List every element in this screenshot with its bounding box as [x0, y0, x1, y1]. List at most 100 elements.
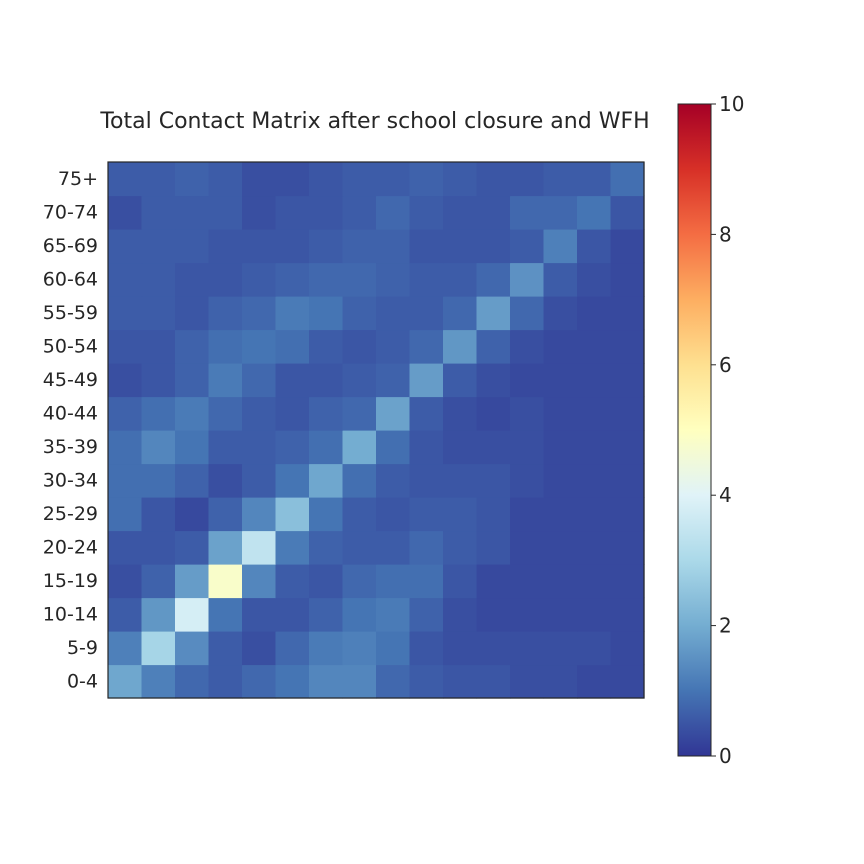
heatmap-cell [108, 329, 143, 364]
heatmap-cell [376, 463, 411, 498]
heatmap-cell [443, 195, 478, 230]
heatmap-cell [543, 296, 578, 331]
heatmap-cell [376, 195, 411, 230]
heatmap-cell [108, 229, 143, 264]
heatmap-cell [409, 497, 444, 532]
heatmap-cell [543, 162, 578, 197]
heatmap-cell [476, 664, 511, 699]
heatmap-cell [476, 162, 511, 197]
heatmap-cell [610, 195, 645, 230]
heatmap-cell [108, 664, 143, 699]
heatmap-cell [476, 229, 511, 264]
y-tick-label: 50-54 [43, 335, 98, 357]
heatmap-cell [476, 597, 511, 632]
heatmap-cell [208, 262, 243, 297]
heatmap-cell [208, 430, 243, 465]
y-tick-label: 20-24 [43, 536, 98, 558]
heatmap-cell [342, 195, 377, 230]
heatmap-cell [510, 664, 545, 699]
heatmap-cell [242, 463, 277, 498]
colorbar-tick-label: 10 [719, 92, 744, 116]
plot-frame [107, 161, 645, 699]
heatmap-cell [610, 497, 645, 532]
heatmap-cell [342, 363, 377, 398]
y-tick-label: 70-74 [43, 201, 98, 223]
heatmap-cell [275, 195, 310, 230]
heatmap-cell [577, 396, 612, 431]
heatmap-cell [443, 296, 478, 331]
y-tick-label: 5-9 [67, 637, 98, 659]
heatmap-cell [342, 329, 377, 364]
heatmap-cell [443, 463, 478, 498]
heatmap-cell [141, 329, 176, 364]
heatmap-cell [610, 396, 645, 431]
heatmap-cell [141, 296, 176, 331]
heatmap-cell [543, 631, 578, 666]
heatmap-cell [476, 329, 511, 364]
heatmap-cell [376, 396, 411, 431]
heatmap-cell [242, 631, 277, 666]
heatmap-cell [175, 430, 210, 465]
heatmap-cell [510, 229, 545, 264]
heatmap-cell [175, 329, 210, 364]
colorbar-tick-label: 4 [719, 483, 732, 507]
heatmap-cell [208, 463, 243, 498]
heatmap-cell [577, 229, 612, 264]
heatmap-cell [577, 530, 612, 565]
heatmap-cell [476, 564, 511, 599]
heatmap-cell [510, 430, 545, 465]
heatmap-cell [108, 262, 143, 297]
heatmap-cell [443, 329, 478, 364]
heatmap-cell [577, 329, 612, 364]
heatmap-cell [476, 463, 511, 498]
y-tick-label: 15-19 [43, 570, 98, 592]
heatmap-cell [577, 430, 612, 465]
heatmap-cell [476, 497, 511, 532]
heatmap-cell [543, 396, 578, 431]
heatmap-cell [208, 229, 243, 264]
heatmap-cell [175, 262, 210, 297]
heatmap-cell [409, 530, 444, 565]
heatmap-cell [141, 631, 176, 666]
heatmap-cell [175, 564, 210, 599]
heatmap-cell [208, 296, 243, 331]
heatmap-cell [510, 597, 545, 632]
heatmap-cell [342, 664, 377, 699]
heatmap-cell [275, 296, 310, 331]
heatmap-cell [141, 262, 176, 297]
heatmap-cell [577, 363, 612, 398]
heatmap-cell [141, 463, 176, 498]
heatmap-cell [175, 530, 210, 565]
heatmap-cell [309, 396, 344, 431]
heatmap-cell [577, 664, 612, 699]
heatmap-cell [275, 664, 310, 699]
heatmap-cell [309, 564, 344, 599]
heatmap-cell [175, 229, 210, 264]
heatmap-cell [342, 162, 377, 197]
heatmap-cell [342, 229, 377, 264]
heatmap-cell [275, 497, 310, 532]
heatmap-cell [141, 396, 176, 431]
heatmap-cell [275, 162, 310, 197]
y-tick-label: 75+ [58, 168, 98, 190]
heatmap-cell [208, 497, 243, 532]
heatmap-cell [610, 664, 645, 699]
heatmap-cell [208, 631, 243, 666]
heatmap-cell [610, 296, 645, 331]
heatmap-cell [309, 664, 344, 699]
heatmap-cell [108, 631, 143, 666]
heatmap-cell [409, 329, 444, 364]
heatmap-cell [409, 664, 444, 699]
heatmap-cell [342, 597, 377, 632]
heatmap-cell [275, 430, 310, 465]
heatmap-cell [309, 162, 344, 197]
heatmap-cell [208, 396, 243, 431]
heatmap-cell [342, 396, 377, 431]
y-tick-label: 55-59 [43, 302, 98, 324]
heatmap-cell [342, 430, 377, 465]
heatmap-cell [175, 497, 210, 532]
heatmap-cell [510, 262, 545, 297]
colorbar [677, 103, 712, 757]
heatmap-cell [543, 262, 578, 297]
heatmap-cell [141, 497, 176, 532]
